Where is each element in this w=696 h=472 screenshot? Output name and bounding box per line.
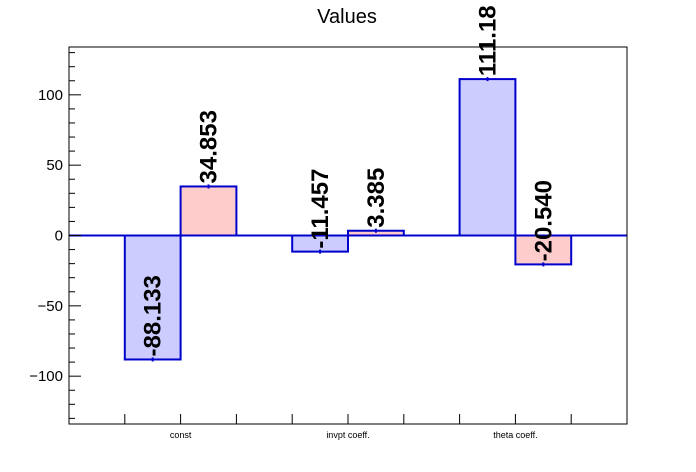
- x-tick-label: const: [170, 430, 192, 440]
- y-tick-label: 50: [46, 157, 63, 174]
- bar-a-0: [123, 234, 182, 361]
- bar-a-2: [458, 78, 517, 237]
- y-tick-label: 100: [38, 87, 63, 104]
- y-tick-label: 0: [55, 228, 63, 245]
- data-label: 34.853: [196, 110, 223, 183]
- x-tick-label: theta coeff.: [493, 430, 537, 440]
- data-labels-layer: -88.133 34.853 -11.457 3.385 111.18 -20.540: [140, 5, 558, 356]
- bar-b-0: [179, 185, 238, 237]
- y-tick-label: −50: [38, 298, 63, 315]
- bars-layer: [123, 77, 573, 362]
- chart-title: Values: [317, 6, 377, 28]
- data-label: 3.385: [363, 168, 390, 228]
- y-axis: −100 −50 0 50 100: [29, 52, 81, 419]
- y-tick-label: −100: [29, 368, 63, 385]
- data-label: -20.540: [530, 180, 557, 261]
- data-label: -11.457: [307, 169, 334, 249]
- data-label: 111.18: [475, 5, 502, 76]
- x-tick-label: invpt coeff.: [326, 430, 369, 440]
- data-label: -88.133: [140, 275, 167, 356]
- x-axis: const invpt coeff. theta coeff.: [124, 414, 572, 440]
